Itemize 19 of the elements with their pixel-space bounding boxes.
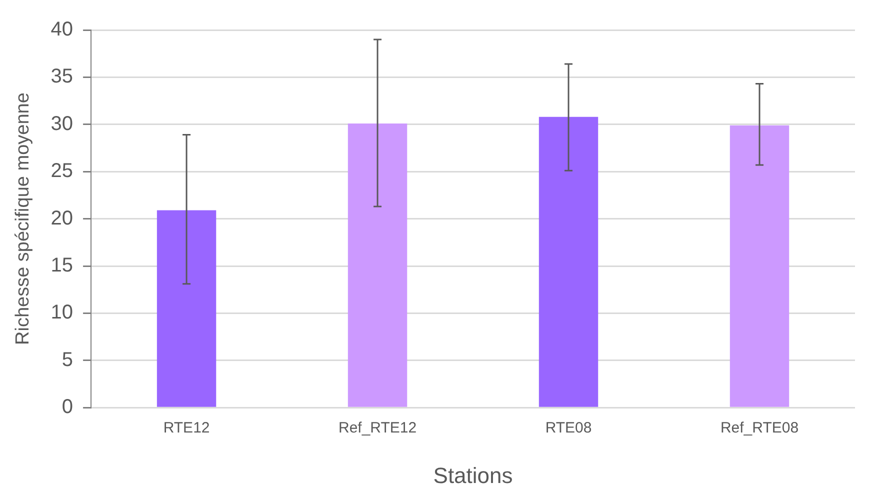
y-tick-label: 15 (50, 254, 74, 277)
y-tick-label: 20 (50, 207, 74, 230)
x-axis-title: Stations (433, 462, 513, 488)
bar (538, 116, 598, 407)
x-tick-label: Ref_RTE08 (720, 420, 799, 437)
y-tick-label: 10 (50, 302, 74, 324)
bar (730, 125, 790, 407)
y-axis-title: Richesse spécifique moyenne (12, 92, 34, 346)
x-tick-label: RTE08 (545, 420, 592, 437)
x-tick-label: Ref_RTE12 (338, 420, 417, 437)
bar (348, 123, 408, 407)
y-tick-label: 25 (50, 160, 74, 182)
y-tick-label: 40 (50, 18, 74, 41)
bar (156, 210, 216, 407)
y-tick-label: 0 (62, 396, 74, 418)
x-tick-label: RTE12 (163, 420, 210, 437)
y-tick-label: 35 (50, 66, 74, 88)
y-tick-label: 30 (50, 112, 74, 135)
y-tick-label: 5 (62, 348, 74, 371)
